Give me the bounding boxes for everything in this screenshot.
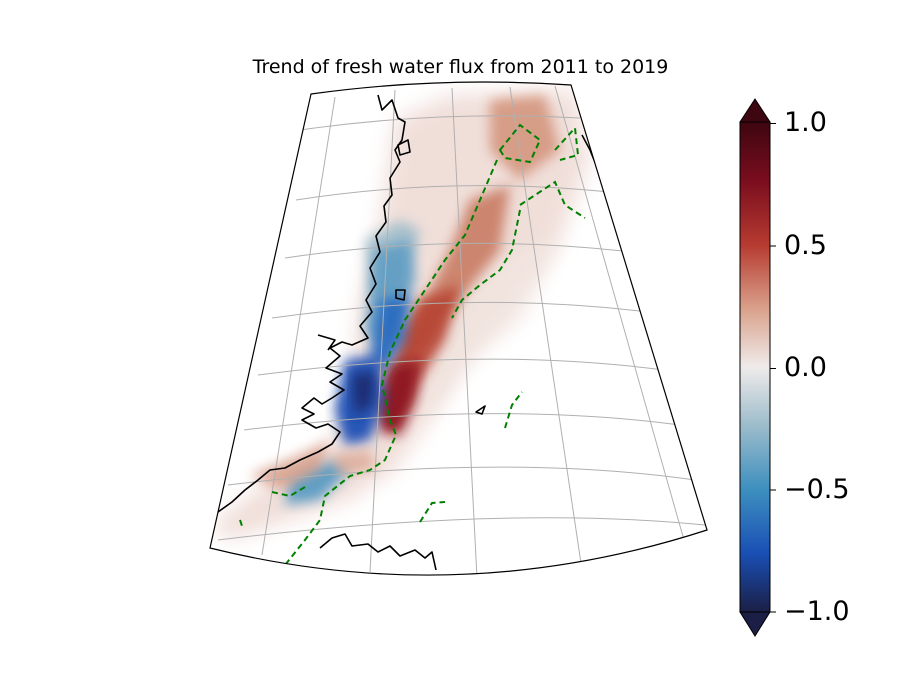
map-title: Trend of fresh water flux from 2011 to 2… — [252, 56, 669, 78]
colorbar-tick-label: 0.0 — [784, 352, 827, 383]
map-frame — [209, 81, 708, 576]
map-area — [210, 85, 706, 576]
trend-field — [210, 90, 590, 540]
colorbar-tick-label: −0.5 — [784, 474, 850, 505]
coastline — [211, 94, 599, 571]
colorbar-tick-label: 0.5 — [784, 230, 827, 261]
colorbar-extend-min — [739, 611, 771, 637]
colorbar-extend-max — [739, 98, 771, 123]
colorbar-gradient — [739, 121, 771, 613]
colorbar-ticks — [770, 123, 776, 613]
zero-contour — [239, 123, 586, 566]
colorbar-tick-label: −1.0 — [784, 596, 850, 627]
colorbar-tick-label: 1.0 — [784, 107, 827, 138]
colorbar — [739, 98, 776, 637]
